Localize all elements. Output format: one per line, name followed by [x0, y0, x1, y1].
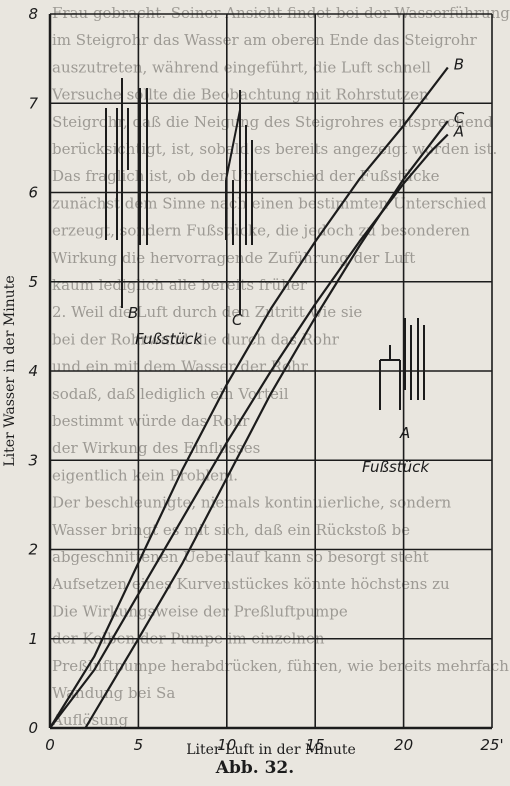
series-label-b: B [454, 56, 464, 74]
x-axis-label: Liter Luft in der Minute [186, 742, 356, 758]
background-text-line: Aufsetzen eines Kurvenstückes könnte höc… [51, 575, 450, 593]
background-text-line: sodaß, daß lediglich ein Vorteil [52, 385, 289, 403]
series-line-a [49, 133, 449, 729]
annotation-label: B [128, 304, 138, 322]
annotation-label: Fußstück [362, 458, 430, 476]
y-tick-label: 2 [28, 541, 38, 559]
y-tick-label: 4 [28, 362, 38, 380]
background-text-line: Der beschleunigte, niemals kontinuierlic… [52, 494, 452, 512]
series-line-c [84, 120, 449, 729]
y-tick-label: 7 [28, 94, 38, 112]
series-label-a: A [453, 122, 464, 140]
background-text-line: 2. Weil die Luft durch den Zutritt wie s… [52, 303, 362, 321]
x-tick-label: 15 [306, 736, 325, 754]
background-text-line: der Wirkung des Einflusses [52, 439, 260, 457]
x-tick-label: 0 [45, 736, 55, 754]
x-tick-label: 10 [217, 736, 236, 754]
background-text-line: Frau gebracht. Seiner Ansicht findet bei… [52, 4, 510, 22]
x-tick-label: 25' [480, 736, 503, 754]
background-text-line: auszutreten, während eingeführt, die Luf… [52, 58, 431, 76]
background-text-line: zunächst dem Sinne nach einen bestimmten… [52, 194, 487, 212]
y-tick-label: 6 [28, 184, 38, 202]
background-text-line: abgeschnittenen Ueberlauf kann so besorg… [52, 548, 429, 566]
background-text-line: eigentlich kein Problem. [52, 466, 238, 484]
background-text-line: Steigrohr, daß die Neigung des Steigrohr… [52, 113, 493, 131]
annotation-label: Fußstück [135, 330, 203, 348]
y-tick-label: 0 [28, 719, 38, 737]
background-text-line: bestimmt würde das Rohr [52, 412, 250, 430]
background-text-line: Wirkung die hervorragende Zuführung der … [52, 249, 415, 267]
annotation-label: C [232, 311, 243, 329]
series-label-c: C [454, 109, 465, 127]
background-text-line: im Steigrohr das Wasser am oberen Ende d… [52, 31, 478, 49]
background-text-line: Wasser bringt es mit sich, daß ein Rücks… [52, 521, 410, 539]
series-line-b [49, 66, 449, 729]
background-text-line: kaum lediglich alle bereits früher [52, 276, 308, 294]
background-text-line: bei der Rohrwand die durch das Rohr [52, 330, 340, 348]
y-axis-label: Liter Wasser in der Minute [2, 275, 18, 466]
background-text-line: berücksichtigt, ist, sobald es bereits a… [52, 140, 497, 158]
figure-caption: Abb. 32. [215, 758, 295, 778]
x-tick-label: 20 [394, 736, 413, 754]
y-tick-label: 8 [28, 5, 38, 23]
sketch-fussstueck-bc [105, 78, 253, 315]
y-tick-label: 5 [28, 273, 38, 291]
y-tick-label: 1 [28, 630, 38, 648]
y-tick-label: 3 [28, 451, 38, 469]
x-tick-label: 5 [134, 736, 144, 754]
background-text-line: Wandung bei Sa [52, 684, 175, 702]
sketch-fussstueck-a [379, 318, 425, 410]
annotation-label: A [399, 424, 410, 442]
background-text-line: Preßluftpumpe herabdrücken, führen, wie … [52, 657, 509, 675]
